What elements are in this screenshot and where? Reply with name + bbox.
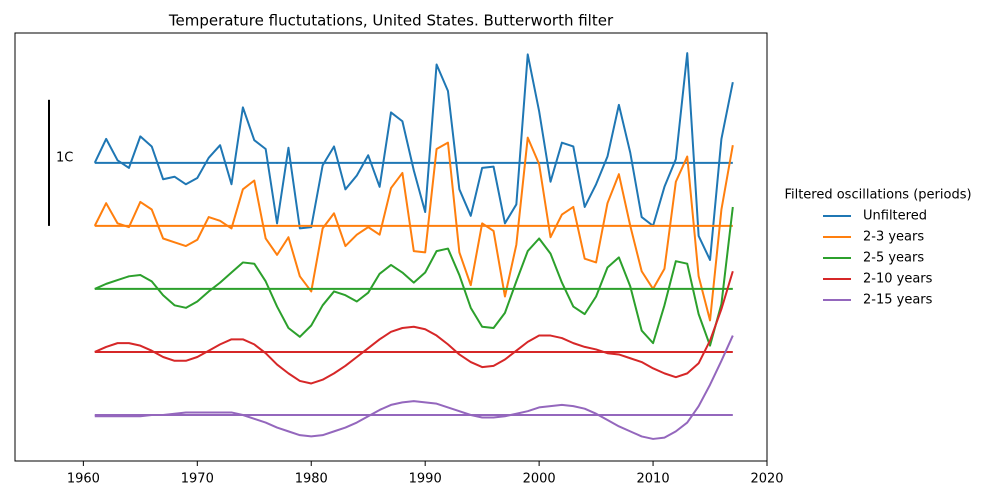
legend-label: 2-3 years: [863, 230, 924, 245]
plot-frame: [14, 32, 768, 462]
series-line: [94, 206, 734, 347]
scale-bar-label: 1C: [56, 150, 73, 165]
series-line: [93, 136, 734, 322]
legend-label: 2-15 years: [863, 293, 933, 308]
legend-label: 2-10 years: [863, 272, 933, 287]
legend-label: Unfiltered: [863, 209, 927, 224]
x-tick-label: 1990: [409, 472, 442, 487]
series-line: [93, 52, 734, 261]
series-line: [94, 270, 734, 385]
x-tick-label: 1980: [295, 472, 328, 487]
legend-label: 2-5 years: [863, 251, 924, 266]
x-tick-label: 2000: [523, 472, 556, 487]
chart-title: Temperature fluctutations, United States…: [168, 12, 614, 30]
series-line: [94, 335, 734, 440]
x-tick-label: 1960: [67, 472, 100, 487]
legend-title: Filtered oscillations (periods): [784, 188, 971, 203]
x-tick-label: 1970: [181, 472, 214, 487]
x-tick-label: 2020: [750, 472, 783, 487]
x-tick-label: 2010: [637, 472, 670, 487]
